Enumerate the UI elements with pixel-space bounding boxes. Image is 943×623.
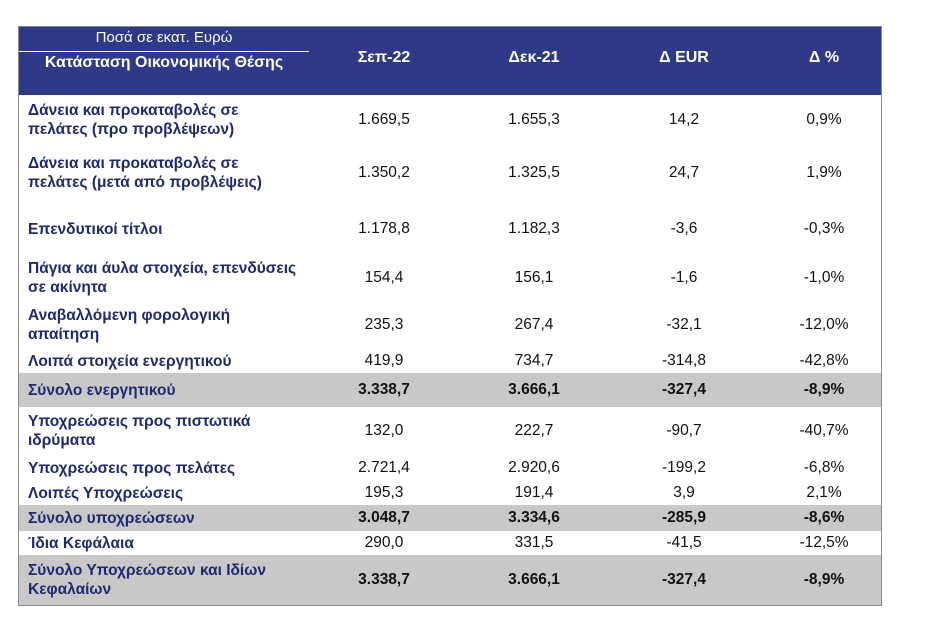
table-row: Υποχρεώσεις προς πιστωτικά ιδρύματα 132,0… (19, 407, 881, 455)
cell-value: 290,0 (364, 534, 404, 551)
cell-value: 156,1 (514, 269, 554, 286)
cell-value: 3,9 (673, 484, 695, 501)
cell-value: 3.338,7 (358, 571, 410, 588)
cell-value: -6,8% (803, 459, 845, 476)
cell-value: 24,7 (668, 164, 700, 181)
cell-value: -3,6 (670, 220, 698, 237)
row-label: Δάνεια και προκαταβολές σε πελάτες (προ … (28, 102, 239, 138)
row-label: Λοιπά στοιχεία ενεργητικού (28, 352, 232, 370)
financial-position-table: Ποσά σε εκατ. Ευρώ Κατάσταση Οικονομικής… (18, 26, 882, 606)
cell-value: 1.350,2 (358, 164, 410, 181)
cell-value: 154,4 (364, 269, 404, 286)
cell-value: -199,2 (662, 459, 706, 476)
table-row: Λοιπά στοιχεία ενεργητικού 419,9 734,7 -314… (19, 349, 881, 373)
cell-value: 222,7 (514, 422, 554, 439)
cell-value: 1.655,3 (508, 111, 560, 128)
row-label: Επενδυτικοί τίτλοι (28, 220, 163, 238)
cell-value: 2.920,6 (508, 459, 560, 476)
cell-value: 1.669,5 (358, 111, 410, 128)
cell-value: 195,3 (364, 484, 404, 501)
column-header-dec21: Δεκ-21 (508, 49, 560, 66)
cell-value: 191,4 (514, 484, 554, 501)
row-label: Πάγια και άυλα στοιχεία, επενδύσεις σε α… (28, 260, 297, 296)
column-header-delta-pct: Δ % (808, 49, 840, 66)
cell-value: 267,4 (514, 316, 554, 333)
cell-value: 734,7 (514, 352, 554, 369)
table-title: Κατάσταση Οικονομικής Θέσης (44, 54, 284, 71)
row-label: Υποχρεώσεις προς πιστωτικά ιδρύματα (28, 413, 251, 449)
cell-value: -1,6 (670, 269, 698, 286)
row-label: Ίδια Κεφάλαια (28, 534, 134, 552)
cell-value: -285,9 (662, 509, 706, 526)
header-divider (19, 51, 309, 52)
cell-value: 235,3 (364, 316, 404, 333)
cell-value: -0,3% (803, 220, 845, 237)
table-header: Ποσά σε εκατ. Ευρώ Κατάσταση Οικονομικής… (19, 27, 881, 95)
cell-value: -12,5% (799, 534, 849, 551)
cell-value: 419,9 (364, 352, 404, 369)
row-label: Υποχρεώσεις προς πελάτες (28, 459, 236, 477)
cell-value: -12,0% (799, 316, 849, 333)
row-label: Σύνολο υποχρεώσεων (28, 509, 195, 527)
table-row: Πάγια και άυλα στοιχεία, επενδύσεις σε α… (19, 255, 881, 301)
column-header-delta-eur: Δ EUR (659, 49, 709, 66)
table-row: Αναβαλλόμενη φορολογική απαίτηση 235,3 267… (19, 301, 881, 349)
cell-value: 1,9% (806, 164, 842, 181)
row-label: Δάνεια και προκαταβολές σε πελάτες (μετά… (28, 155, 262, 191)
cell-value: 3.666,1 (508, 571, 560, 588)
cell-value: 2,1% (806, 484, 842, 501)
cell-value: -8,9% (803, 571, 845, 588)
cell-value: 331,5 (514, 534, 554, 551)
row-label: Σύνολο Υποχρεώσεων και Ιδίων Κεφαλαίων (28, 562, 266, 598)
column-header-sep22: Σεπ-22 (357, 49, 411, 66)
cell-value: 1.325,5 (508, 164, 560, 181)
cell-value: -32,1 (666, 316, 702, 333)
table-row: Δάνεια και προκαταβολές σε πελάτες (προ … (19, 97, 881, 143)
table-row: Λοιπές Υποχρεώσεις 195,3 191,4 3,9 2,1% (19, 481, 881, 505)
cell-value: -90,7 (666, 422, 702, 439)
cell-value: -8,6% (803, 509, 845, 526)
cell-value: 2.721,4 (358, 459, 410, 476)
cell-value: -42,8% (799, 352, 849, 369)
cell-value: -40,7% (799, 422, 849, 439)
row-label: Λοιπές Υποχρεώσεις (28, 484, 184, 502)
table-row: Σύνολο υποχρεώσεων 3.048,7 3.334,6 -285,9 -8… (19, 505, 881, 531)
table-row: Επενδυτικοί τίτλοι 1.178,8 1.182,3 -3,6 -0,3… (19, 203, 881, 255)
table-row: Ίδια Κεφάλαια 290,0 331,5 -41,5 -12,5% (19, 531, 881, 555)
cell-value: 3.666,1 (508, 381, 560, 398)
cell-value: 14,2 (668, 111, 700, 128)
cell-value: 0,9% (806, 111, 842, 128)
cell-value: -41,5 (666, 534, 702, 551)
table-row: Σύνολο ενεργητικού 3.338,7 3.666,1 -327,4 -8… (19, 373, 881, 407)
cell-value: -327,4 (662, 571, 706, 588)
cell-value: -327,4 (662, 381, 706, 398)
row-label: Σύνολο ενεργητικού (28, 381, 176, 399)
cell-value: -1,0% (803, 269, 845, 286)
table-row: Υποχρεώσεις προς πελάτες 2.721,4 2.920,6 -1… (19, 455, 881, 481)
table-row: Σύνολο Υποχρεώσεων και Ιδίων Κεφαλαίων 3.… (19, 555, 881, 605)
units-label: Ποσά σε εκατ. Ευρώ (95, 29, 233, 46)
cell-value: 1.178,8 (358, 220, 410, 237)
cell-value: 3.334,6 (508, 509, 560, 526)
cell-value: -8,9% (803, 381, 845, 398)
cell-value: 3.338,7 (358, 381, 410, 398)
cell-value: 132,0 (364, 422, 404, 439)
cell-value: 1.182,3 (508, 220, 560, 237)
table-row: Δάνεια και προκαταβολές σε πελάτες (μετά… (19, 143, 881, 203)
cell-value: 3.048,7 (358, 509, 410, 526)
row-label: Αναβαλλόμενη φορολογική απαίτηση (28, 307, 231, 343)
cell-value: -314,8 (662, 352, 706, 369)
